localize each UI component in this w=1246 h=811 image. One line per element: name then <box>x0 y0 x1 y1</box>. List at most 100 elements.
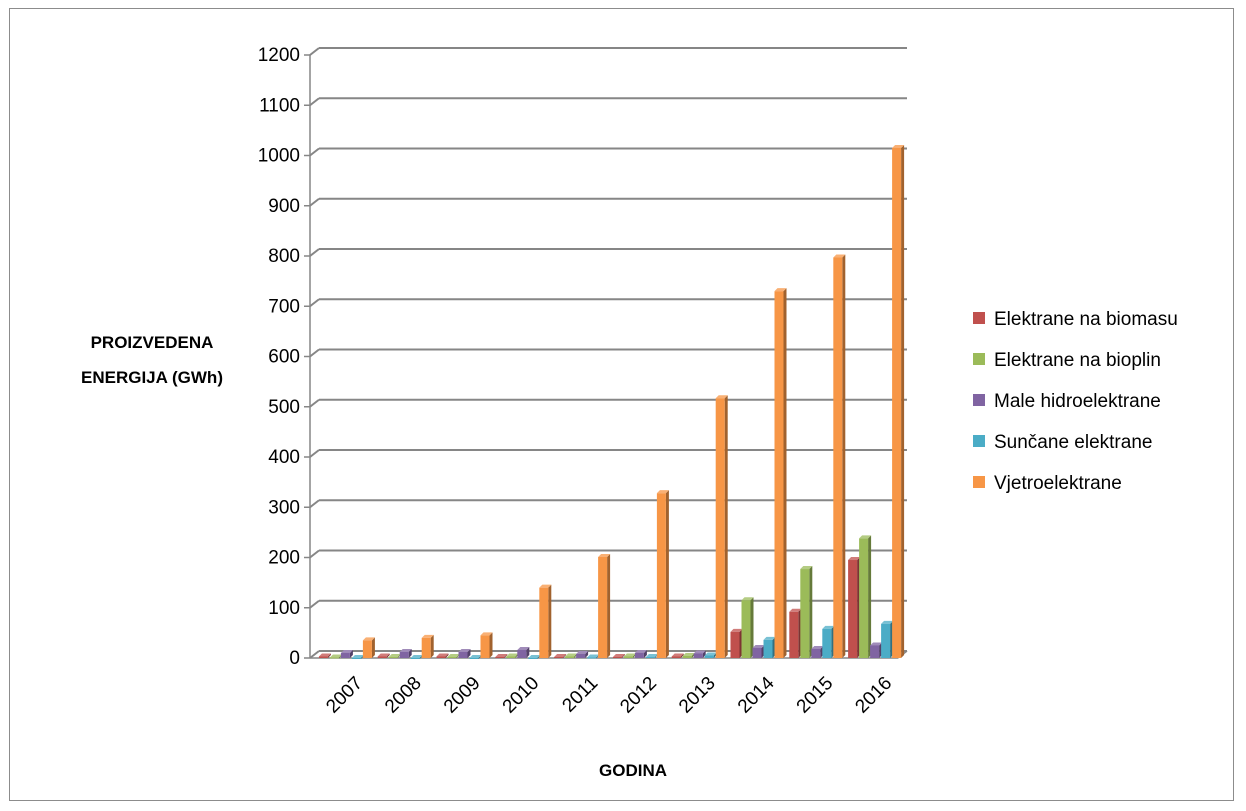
bar-front <box>340 652 350 658</box>
bar-2016-1 <box>848 557 861 658</box>
legend-item: Sunčane elektrane <box>973 432 1152 453</box>
bar-top <box>436 653 449 657</box>
bar-side <box>504 653 508 658</box>
gridline-depth <box>309 650 320 659</box>
bar-side <box>868 535 872 658</box>
bar-top <box>811 645 824 649</box>
bar-top <box>645 653 658 657</box>
gridline-depth <box>309 499 320 509</box>
bar-front <box>752 647 762 658</box>
bar-top <box>554 653 567 657</box>
bar-side <box>643 649 647 658</box>
bar-top <box>730 628 743 632</box>
bar-top <box>715 395 728 399</box>
bar-top <box>528 655 541 658</box>
bar-side <box>842 254 846 658</box>
bar-front <box>822 628 832 658</box>
bar-front <box>859 538 869 658</box>
bar-side <box>585 650 589 658</box>
bar-side <box>680 653 684 658</box>
bar-2007-5 <box>362 637 375 658</box>
bar-2012-1 <box>612 653 625 658</box>
bar-front <box>388 656 398 658</box>
x-tick-label: 2015 <box>793 673 838 718</box>
gridline-depth <box>309 549 320 559</box>
y-tick-label: 800 <box>268 246 300 267</box>
bar-top <box>870 642 883 646</box>
bar-front <box>436 656 446 658</box>
bar-side <box>467 648 471 658</box>
bar-2015-1 <box>789 608 802 658</box>
bar-front <box>645 656 655 658</box>
bar-top <box>656 490 669 494</box>
x-tick-labels: 2007 2008 2009 2010 2011 2012 2013 2014 2015 2016 <box>322 672 896 717</box>
bar-top <box>329 654 342 658</box>
gridline-depth <box>309 599 320 609</box>
bar-side <box>371 637 375 658</box>
y-axis-title-line-1: PROIZVEDENA <box>91 333 214 352</box>
bar-side <box>901 144 905 658</box>
gridline-depth <box>309 197 320 207</box>
bar-2013-5 <box>715 395 728 658</box>
bar-front <box>800 569 810 658</box>
gridline-depth <box>309 147 320 157</box>
x-tick-label: 2007 <box>322 673 367 718</box>
bar-top <box>517 646 530 650</box>
y-tick-label: 600 <box>268 347 300 368</box>
bar-2010-1 <box>495 653 508 658</box>
x-tick-label: 2013 <box>675 673 720 718</box>
gridline-depth <box>309 449 320 458</box>
y-tick-label: 300 <box>268 497 300 518</box>
bar-front <box>469 658 479 659</box>
bar-front <box>377 656 387 658</box>
bar-front <box>774 291 784 658</box>
bar-top <box>763 636 776 640</box>
y-tick-label: 0 <box>289 648 300 669</box>
bar-side <box>563 653 567 658</box>
bar-top <box>881 620 894 624</box>
x-tick-label: 2011 <box>558 673 602 717</box>
gridline-depth <box>309 47 320 56</box>
bar-side <box>665 490 669 658</box>
legend: Elektrane na biomasu Elektrane na bioplin… <box>973 309 1178 494</box>
bar-front <box>318 656 328 658</box>
bar-front <box>480 635 490 658</box>
bar-top <box>634 649 647 653</box>
gridline-depth <box>309 97 320 107</box>
bar-2007-1 <box>318 653 331 658</box>
bar-2008-1 <box>377 653 390 658</box>
bar-front <box>458 651 468 658</box>
bar-2010-5 <box>539 584 552 658</box>
bar-front <box>811 648 821 658</box>
bar-2010-3 <box>517 646 530 658</box>
bar-top <box>752 644 765 648</box>
bars-layer <box>318 144 905 659</box>
x-axis-title: GODINA <box>599 761 667 780</box>
bar-2009-3 <box>458 648 471 658</box>
y-tick-label: 100 <box>268 598 300 619</box>
legend-item: Male hidroelektrane <box>973 391 1161 412</box>
bar-front <box>399 651 409 658</box>
bar-side <box>430 634 434 658</box>
bar-top <box>318 653 331 657</box>
bar-2012-3 <box>634 649 647 658</box>
y-tick-label: 500 <box>268 397 300 418</box>
bar-2013-2 <box>682 652 695 658</box>
bar-top <box>682 652 695 656</box>
bar-front <box>517 649 527 658</box>
bar-2014-1 <box>730 628 743 658</box>
bar-2009-5 <box>480 632 493 658</box>
x-tick-label: 2010 <box>499 673 544 718</box>
bar-2008-5 <box>421 634 434 658</box>
gridline-depth <box>309 248 320 257</box>
bar-top <box>377 653 390 657</box>
bar-2015-4 <box>822 625 835 658</box>
bar-front <box>447 656 457 658</box>
bar-2014-4 <box>763 636 776 658</box>
bar-2009-1 <box>436 653 449 658</box>
y-axis-title-line-2: ENERGIJA (GWh) <box>81 368 223 387</box>
legend-swatch <box>973 435 985 447</box>
bar-side <box>327 653 331 658</box>
bar-front <box>833 257 843 658</box>
bar-2014-2 <box>741 597 754 658</box>
